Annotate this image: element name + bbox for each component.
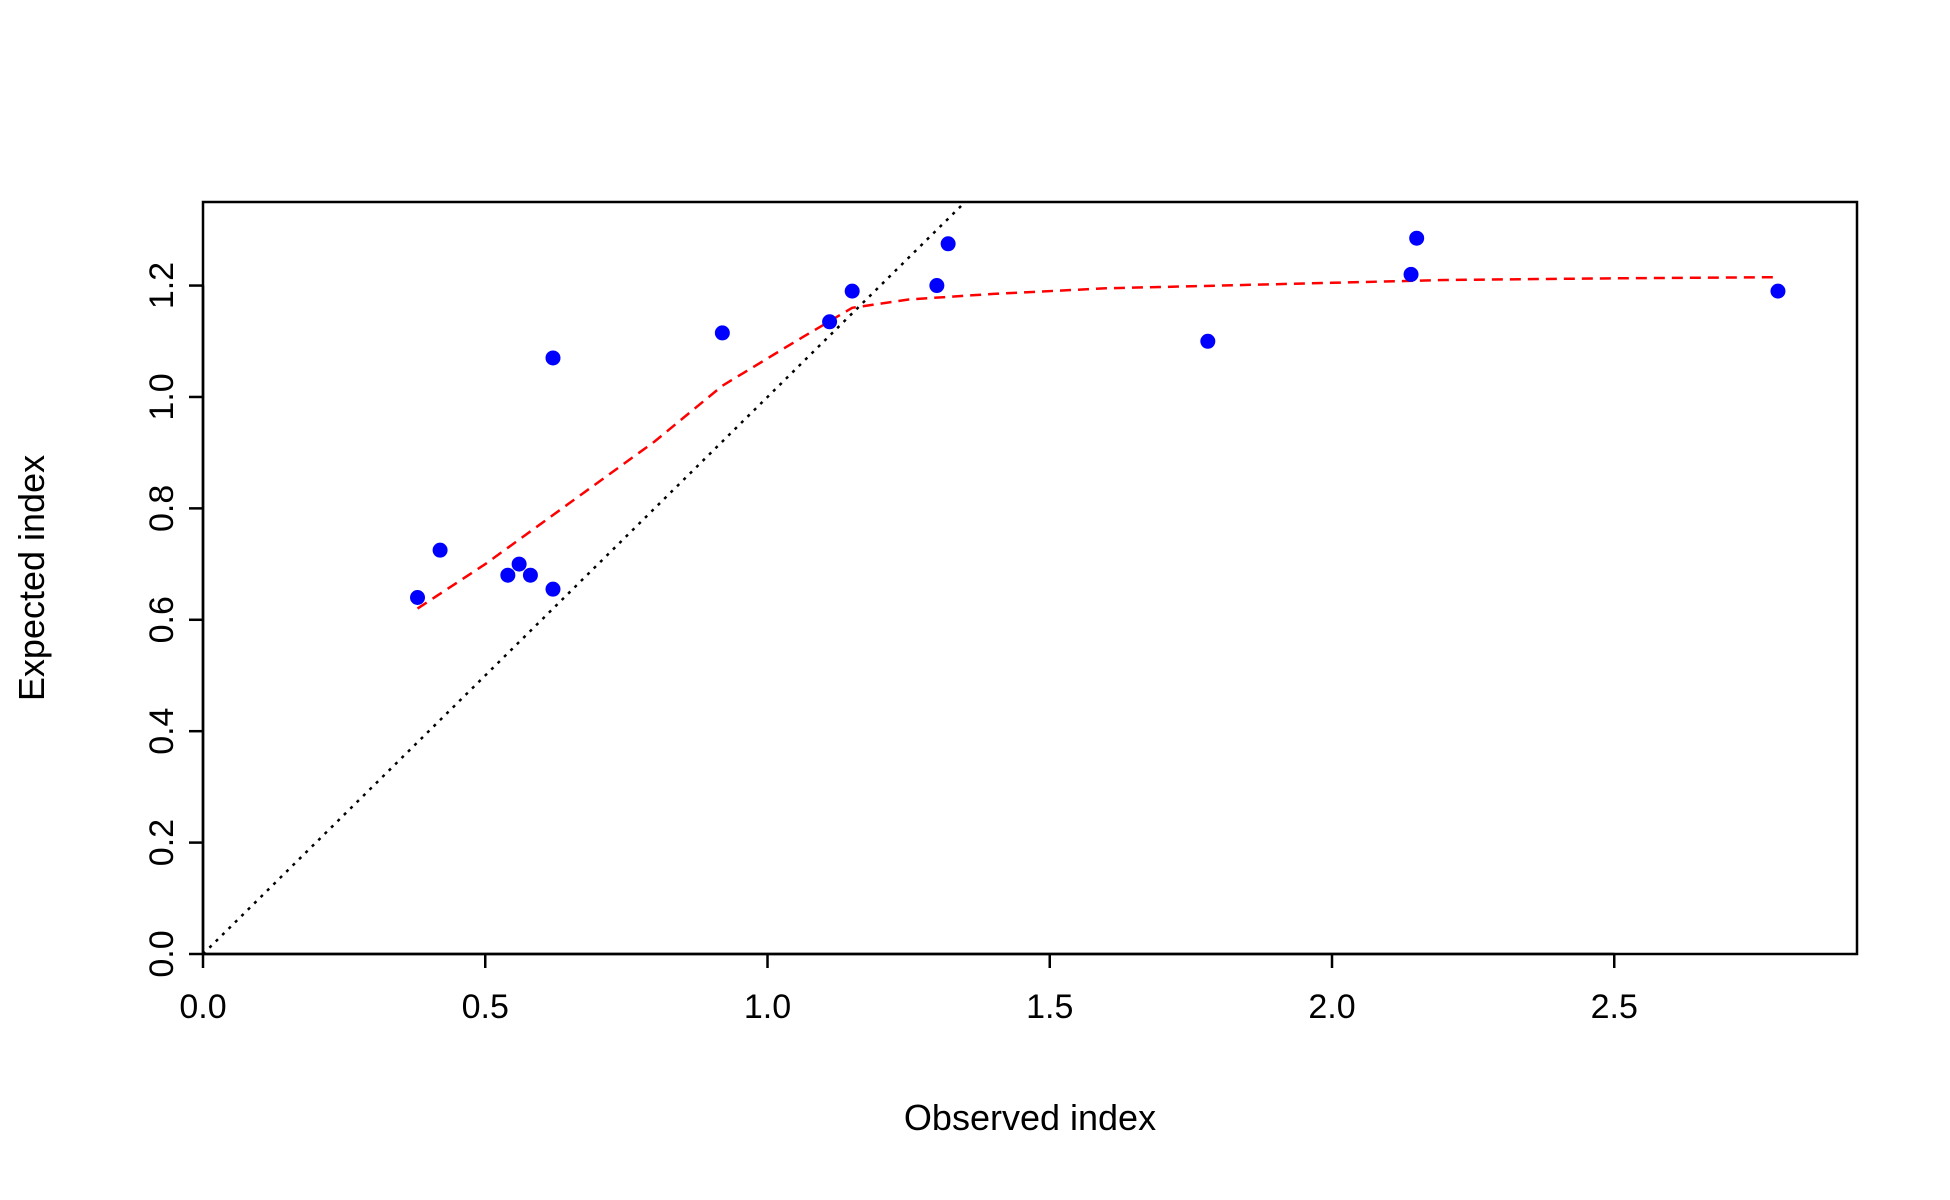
- x-tick-label: 2.0: [1308, 988, 1355, 1026]
- data-point: [929, 278, 945, 294]
- y-tick-label: 0.6: [143, 596, 181, 643]
- data-point: [1409, 230, 1425, 246]
- data-point: [545, 581, 561, 597]
- plot-area: [203, 202, 1786, 954]
- x-axis-title: Observed index: [904, 1097, 1156, 1138]
- trend-line: [416, 275, 1779, 610]
- identity-reference-line: [203, 202, 967, 954]
- x-tick-label: 1.0: [744, 988, 791, 1026]
- x-tick-label: 1.5: [1026, 988, 1073, 1026]
- data-point: [410, 589, 426, 605]
- data-point: [500, 567, 516, 583]
- y-tick-label: 0.4: [143, 708, 181, 755]
- x-tick-label: 0.0: [179, 988, 226, 1026]
- x-tick-label: 0.5: [462, 988, 509, 1026]
- plot-frame: [201, 200, 1859, 956]
- data-point: [545, 350, 561, 366]
- data-point: [1200, 333, 1216, 349]
- data-point: [822, 314, 838, 330]
- data-point: [1770, 283, 1786, 299]
- y-tick-label: 0.2: [143, 819, 181, 866]
- y-tick-label: 0.8: [143, 485, 181, 532]
- y-axis-title: Expected index: [11, 455, 52, 701]
- x-axis: 0.0 0.5 1.0 1.5 2.0 2.5: [179, 952, 1638, 1026]
- data-point: [1403, 266, 1419, 282]
- data-point: [511, 556, 527, 572]
- y-tick-label: 1.2: [143, 262, 181, 309]
- y-tick-label: 1.0: [143, 373, 181, 420]
- data-point: [714, 325, 730, 341]
- data-point: [432, 542, 448, 558]
- data-point: [940, 236, 956, 252]
- y-tick-label: 0.0: [143, 930, 181, 977]
- y-axis: 0.0 0.2 0.4 0.6 0.8 1.0 1.2: [143, 262, 205, 978]
- data-point: [522, 567, 538, 583]
- x-tick-label: 2.5: [1591, 988, 1638, 1026]
- data-point: [844, 283, 860, 299]
